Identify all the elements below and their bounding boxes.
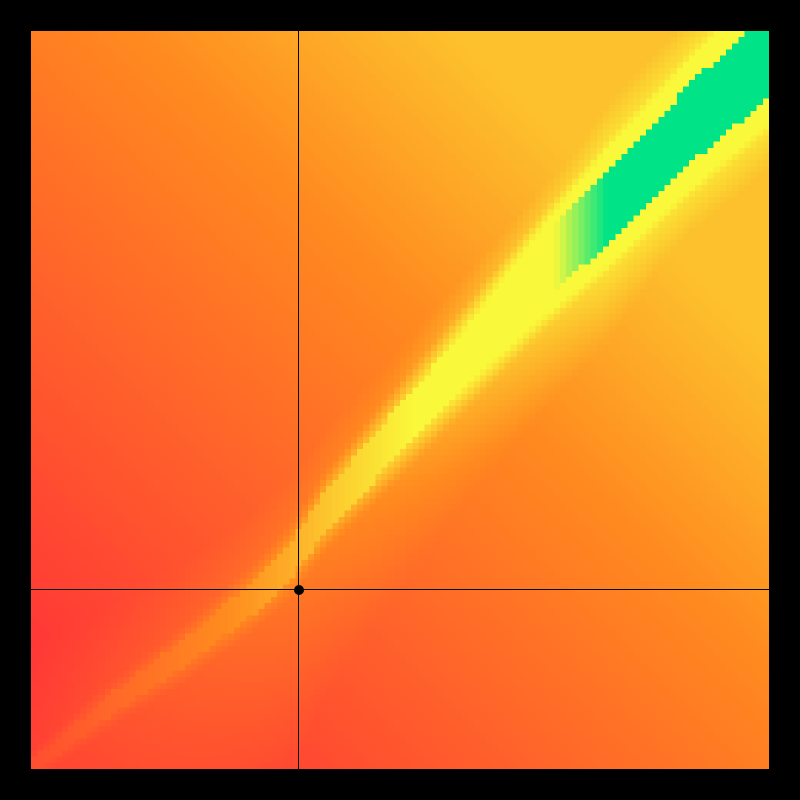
frame-bottom <box>0 769 800 800</box>
frame-top <box>0 0 800 31</box>
chart-container: TheBottleneck.com <box>0 0 800 800</box>
frame-right <box>769 0 800 800</box>
frame-left <box>0 0 31 800</box>
plot-area <box>31 31 769 769</box>
heatmap-canvas <box>31 31 769 769</box>
